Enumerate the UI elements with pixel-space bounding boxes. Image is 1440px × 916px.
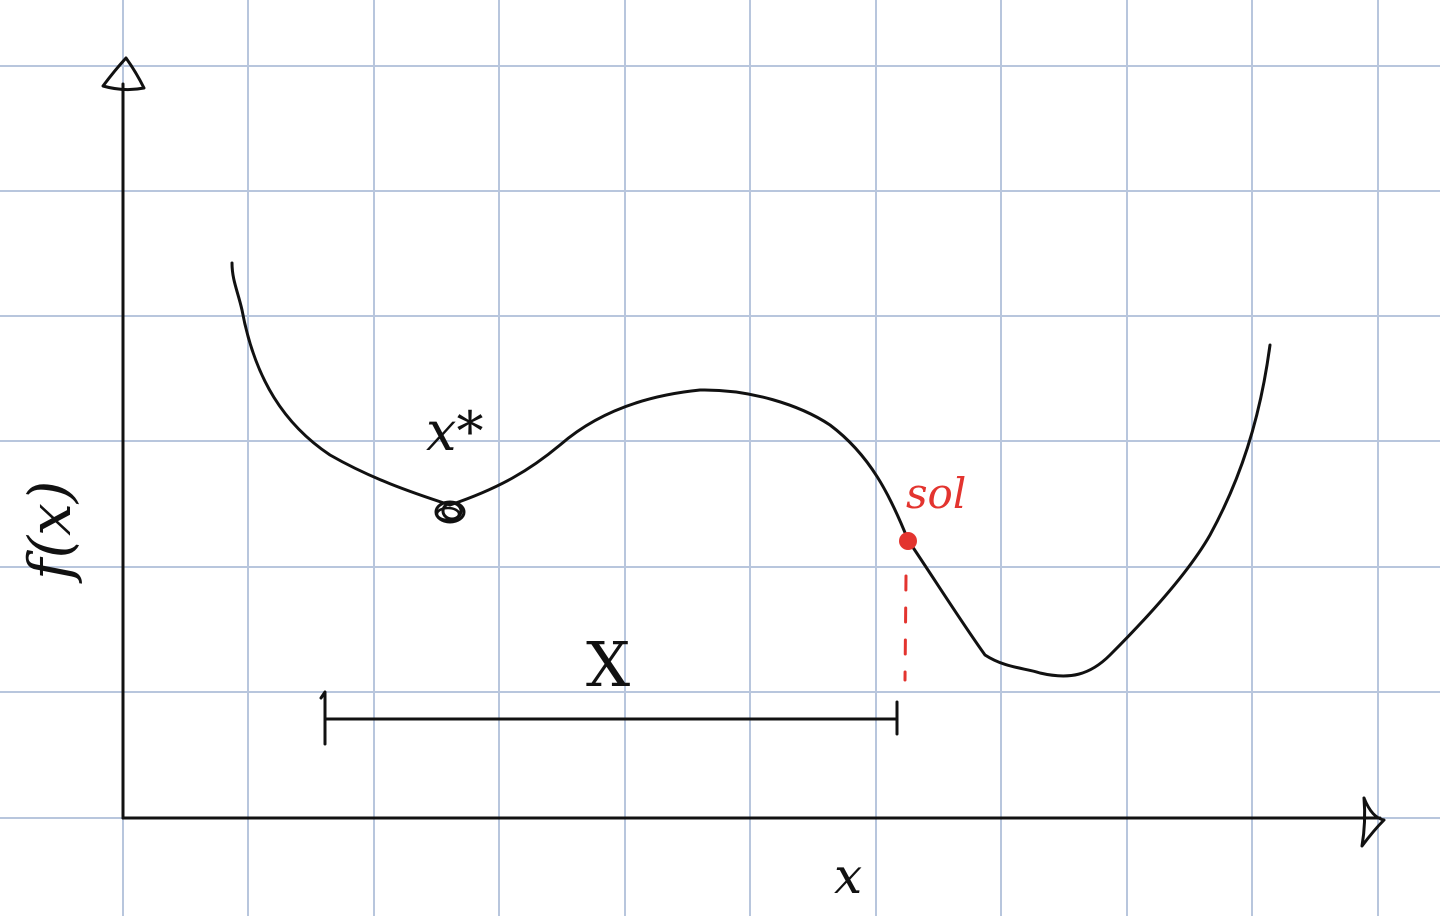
domain-set-label: X <box>586 628 630 701</box>
x-axis-arrowhead <box>1360 796 1386 848</box>
solution-point <box>899 532 917 550</box>
y-axis-arrowhead <box>101 56 146 92</box>
function-curve <box>230 261 1272 678</box>
x-axis-label: x <box>834 847 862 905</box>
solution-dashed-drop-line <box>903 574 908 682</box>
domain-set-bracket <box>319 690 899 746</box>
solution-label: sol <box>906 469 966 518</box>
optimum-label: x* <box>426 400 483 463</box>
y-axis-label: f(x) <box>16 481 84 584</box>
optimum-point <box>434 500 466 524</box>
